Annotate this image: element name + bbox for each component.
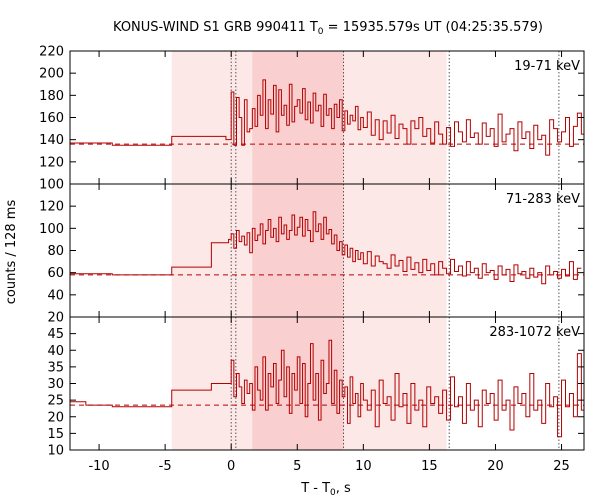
y-tick-label: 30 — [47, 377, 64, 392]
x-axis-label-main: T - T — [300, 481, 330, 496]
x-axis-label-subscript: 0 — [330, 488, 336, 498]
y-tick-label: 40 — [47, 288, 64, 303]
x-axis-label-rest: , s — [336, 481, 351, 496]
x-tick-label: 20 — [487, 459, 504, 474]
y-tick-label: 160 — [39, 111, 64, 126]
energy-band-label: 283-1072 keV — [489, 325, 580, 340]
y-tick-label: 200 — [39, 67, 64, 82]
y-tick-label: 140 — [39, 133, 64, 148]
x-tick-label: -10 — [88, 459, 109, 474]
x-tick-label: 0 — [227, 459, 235, 474]
x-tick-label: 15 — [421, 459, 438, 474]
x-tick-label: 25 — [553, 459, 570, 474]
chart-title: KONUS-WIND S1 GRB 990411 T0 = 15935.579s… — [113, 20, 543, 37]
chart-title-subscript: 0 — [318, 27, 324, 37]
y-tick-label: 15 — [47, 427, 64, 442]
count-rate-series — [70, 211, 582, 285]
y-tick-label: 120 — [39, 155, 64, 170]
x-tick-label: 10 — [355, 459, 372, 474]
shaded-interval-1 — [252, 184, 344, 317]
x-tick-label: -5 — [159, 459, 172, 474]
y-tick-label: 10 — [47, 444, 64, 459]
panel-1: 20 40 60 80 100 120 71-283 keV — [39, 183, 585, 326]
chart-title-rest: = 15935.579s UT (04:25:35.579) — [324, 20, 543, 35]
panel-0: 100 120 140 160 180 200 220 19-71 keV — [39, 45, 585, 193]
y-tick-label: 80 — [47, 244, 64, 259]
y-axis-label: counts / 128 ms — [4, 200, 19, 305]
chart-title-main: KONUS-WIND S1 GRB 990411 T — [113, 20, 318, 35]
energy-band-label: 19-71 keV — [514, 59, 580, 74]
y-tick-label: 120 — [39, 200, 64, 215]
count-rate-series — [70, 79, 584, 156]
y-tick-label: 20 — [47, 311, 64, 326]
x-tick-label: 5 — [293, 459, 301, 474]
y-tick-label: 60 — [47, 266, 64, 281]
count-rate-series — [70, 339, 584, 438]
y-tick-label: 100 — [39, 178, 64, 193]
y-tick-label: 40 — [47, 344, 64, 359]
y-tick-label: 100 — [39, 222, 64, 237]
y-tick-label: 35 — [47, 360, 64, 375]
y-tick-label: 25 — [47, 394, 64, 409]
y-tick-label: 220 — [39, 45, 64, 60]
y-tick-label: 180 — [39, 89, 64, 104]
y-tick-label: 20 — [47, 410, 64, 425]
y-tick-label: 45 — [47, 327, 64, 342]
energy-band-label: 71-283 keV — [506, 192, 580, 207]
x-axis-label: T - T0, s — [300, 481, 351, 498]
shaded-interval-1 — [252, 51, 344, 184]
